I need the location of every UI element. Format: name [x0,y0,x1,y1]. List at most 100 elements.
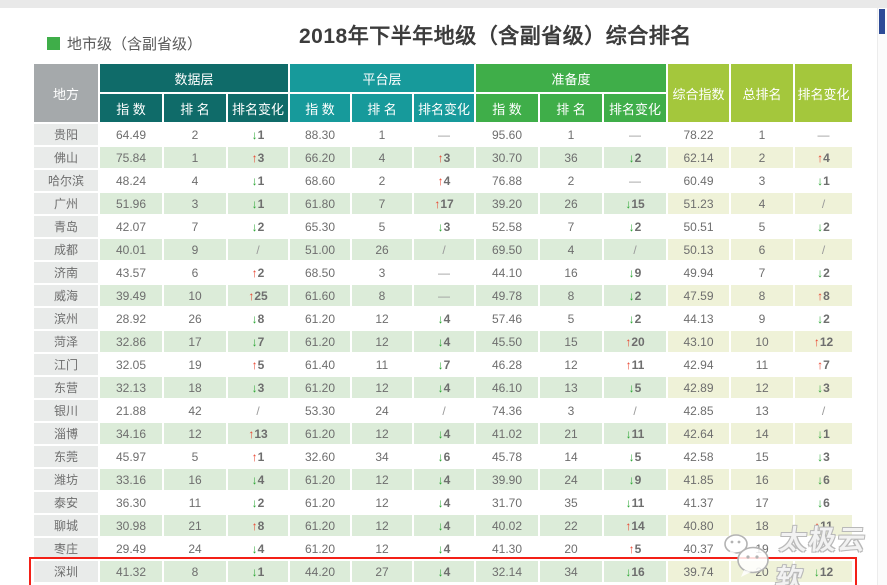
change-cell: / [795,400,852,421]
index-cell: 52.58 [491,219,523,234]
change-cell: ↓2 [604,285,666,306]
rank-cell: 12 [352,423,412,444]
change-value: 1 [257,173,265,188]
change-value: 2 [257,219,265,234]
page-title: 2018年下半年地级（含副省级）综合排名 [299,25,692,48]
down-arrow-icon: ↓ [437,541,444,556]
up-arrow-icon: ↑ [251,150,258,165]
change-cell: ↑5 [228,354,288,375]
change-value: 3 [823,449,830,464]
scrollbar-thumb[interactable] [879,9,885,34]
index-cell: 49.94 [683,265,714,280]
up-arrow-icon: ↑ [625,334,632,349]
change-value: 4 [443,426,451,441]
not-applicable-slash: / [821,403,826,418]
rank-cell: 42 [188,403,202,418]
index-cell: 21.88 [115,403,147,418]
table-row-highlighted: 深圳 41.32 8 ↓1 44.20 27 ↓4 32.14 34 ↓16 39.74 20 ↓12 [34,561,852,582]
index-cell: 61.20 [304,311,336,326]
place-cell: 青岛 [34,216,98,237]
change-value: 20 [631,334,645,349]
down-arrow-icon: ↓ [251,495,258,510]
down-arrow-icon: ↓ [817,472,824,487]
change-cell: ↓1 [228,561,288,582]
change-cell: ↓1 [795,423,852,444]
scrollbar-track[interactable] [877,8,887,585]
change-value: 12 [819,564,834,579]
down-arrow-icon: ↓ [251,472,258,487]
change-value: 16 [631,564,645,579]
sub-header: 排名变化 [414,94,474,122]
down-arrow-icon: ↓ [437,357,444,372]
ranking-table: 地方 数据层 平台层 准备度 综合指数 总排名 排名变化指 数排 名排名变化指 数排 名排名… [32,62,854,584]
change-cell: / [795,239,852,260]
change-cell: ↓4 [228,469,288,490]
index-cell: 68.50 [304,265,336,280]
down-arrow-icon: ↓ [251,311,258,326]
change-value: 2 [634,311,642,326]
not-applicable-slash: / [442,242,446,257]
change-cell: ↓3 [414,216,474,237]
rank-cell: 19 [755,541,769,556]
not-applicable-slash: / [256,242,260,257]
change-cell: ↓3 [228,377,288,398]
up-arrow-icon: ↑ [437,173,444,188]
change-value: 4 [823,150,830,165]
place-cell: 潍坊 [34,469,98,490]
place-cell: 泰安 [34,492,98,513]
rank-cell: 36 [540,147,602,168]
place-cell: 聊城 [34,515,98,536]
rank-cell: 7 [191,219,199,234]
index-cell: 41.85 [668,469,729,490]
index-cell: 42.64 [668,423,729,444]
rank-cell: 12 [731,377,793,398]
rank-cell: 12 [375,311,389,326]
table-row: 潍坊 33.16 16 ↓4 61.20 12 ↓4 39.90 24 ↓9 41.85 16 ↓6 [34,469,852,490]
table-row: 银川 21.88 42 / 53.30 24 / 74.36 3 / 42.85 13 / [34,400,852,421]
index-cell: 50.13 [668,239,729,260]
sub-header: 排 名 [164,94,226,122]
up-arrow-icon: ↑ [251,265,258,280]
no-change-dash: — [438,265,450,280]
index-cell: 74.36 [491,403,523,418]
change-cell: ↑3 [228,147,288,168]
index-cell: 57.46 [491,311,523,326]
rank-cell: 4 [731,193,793,214]
rank-cell: 26 [540,193,602,214]
sub-header: 指 数 [290,94,350,122]
place-cell: 贵阳 [34,124,98,145]
sub-header: 指 数 [100,94,162,122]
up-arrow-icon: ↑ [248,426,255,441]
change-cell: — [604,170,666,191]
change-cell: ↑7 [795,354,852,375]
no-change-dash: — [438,288,450,303]
change-cell: ↓11 [604,423,666,444]
index-cell: 45.97 [115,449,147,464]
place-cell: 淄博 [34,423,98,444]
rank-cell: 16 [164,469,226,490]
index-cell: 65.30 [304,219,336,234]
change-value: 3 [257,150,265,165]
place-cell: 哈尔滨 [34,170,98,191]
rank-cell: 12 [375,541,389,556]
down-arrow-icon: ↓ [817,449,824,464]
up-arrow-icon: ↑ [628,541,635,556]
rank-cell: 8 [731,285,793,306]
down-arrow-icon: ↓ [628,265,635,280]
summary-header: 排名变化 [795,64,852,122]
rank-cell: 2 [191,127,199,142]
place-cell: 深圳 [34,561,98,582]
index-cell: 46.28 [491,357,523,372]
index-cell: 39.74 [668,561,729,582]
down-arrow-icon: ↓ [813,564,820,579]
change-cell: ↑2 [228,262,288,283]
index-cell: 42.94 [683,357,714,372]
index-cell: 30.70 [476,147,538,168]
index-cell: 28.92 [115,311,147,326]
place-cell: 济南 [34,262,98,283]
down-arrow-icon: ↓ [625,196,632,211]
index-cell: 40.37 [683,541,714,556]
change-value: 8 [257,311,265,326]
change-value: 14 [631,518,645,533]
